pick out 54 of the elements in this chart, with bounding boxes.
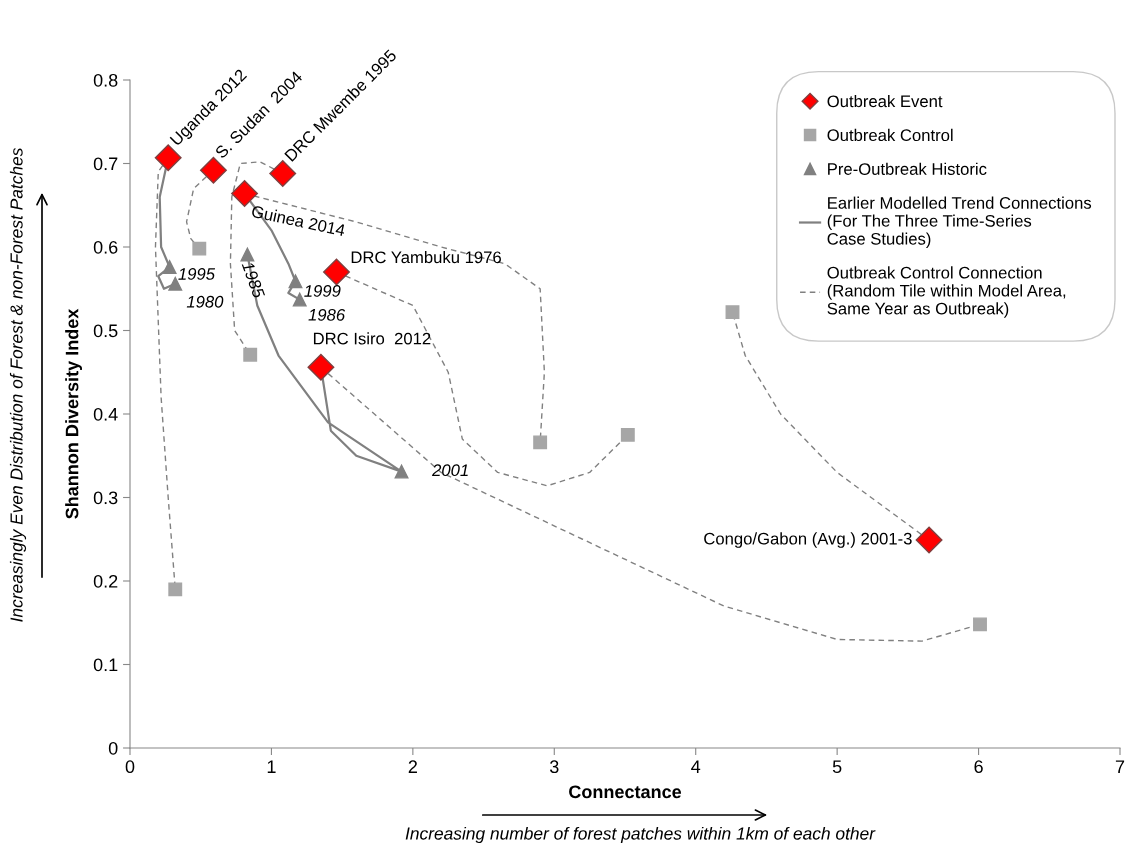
y-tick-label: 0.1 bbox=[93, 658, 118, 672]
y-tick-label: 0.6 bbox=[93, 240, 118, 254]
y-tick-label: 0.8 bbox=[93, 73, 118, 87]
text: Increasing number of forest patches within 1km of each other bbox=[405, 826, 876, 844]
point bbox=[168, 582, 183, 597]
annotation: 1995 bbox=[178, 268, 216, 280]
y-axis-title: Shannon Diversity Index bbox=[65, 308, 82, 519]
legend-label: Pre-Outbreak Historic bbox=[828, 162, 987, 175]
y-tick-label: 0.2 bbox=[93, 574, 118, 588]
annotation: 1986 bbox=[308, 308, 346, 321]
annotation: 2001 bbox=[432, 464, 468, 477]
y-tick-label: 0.7 bbox=[93, 157, 118, 171]
point bbox=[199, 156, 227, 184]
legend-label: Outbreak Event bbox=[827, 94, 943, 108]
legend-label: Outbreak Control Connection (Random Tile within Model Area, Same Year as Outbreak) bbox=[827, 266, 1066, 318]
point bbox=[288, 274, 303, 289]
annotation: Congo/Gabon (Avg.) 2001-3 bbox=[704, 532, 912, 548]
text: Increasingly Even Distribution of Forest & non-Forest Patches bbox=[9, 147, 27, 622]
x-tick-label: 0 bbox=[125, 760, 135, 774]
point bbox=[243, 347, 258, 362]
annotation: 1985 bbox=[241, 260, 266, 300]
point bbox=[269, 160, 297, 187]
x-tick-label: 6 bbox=[974, 760, 983, 774]
point bbox=[323, 258, 350, 286]
point bbox=[307, 353, 335, 381]
y-tick-label: 0.3 bbox=[93, 491, 118, 505]
annotation: 1999 bbox=[304, 285, 341, 297]
point bbox=[973, 617, 987, 632]
y-tick-label: 0.4 bbox=[93, 407, 118, 421]
y-tick-label: 0 bbox=[108, 741, 118, 755]
y-tick-label: 0.5 bbox=[93, 324, 118, 338]
x-tick-label: 3 bbox=[549, 760, 559, 774]
annotation: Guinea 2014 bbox=[251, 204, 346, 237]
point bbox=[154, 144, 182, 172]
annotation: 1980 bbox=[186, 295, 224, 308]
x-tick-label: 7 bbox=[1115, 760, 1125, 773]
legend-label: Outbreak Control bbox=[827, 128, 953, 142]
point bbox=[620, 427, 635, 442]
point bbox=[394, 464, 409, 479]
point bbox=[240, 247, 255, 262]
annotation: DRC Yambuku 1976 bbox=[351, 250, 501, 264]
point bbox=[915, 526, 943, 554]
point bbox=[533, 435, 548, 450]
point bbox=[725, 305, 740, 320]
point bbox=[162, 260, 177, 274]
x-tick-label: 2 bbox=[408, 760, 417, 773]
point bbox=[192, 241, 207, 256]
x-tick-label: 5 bbox=[832, 760, 842, 774]
x-axis-title: Connectance bbox=[569, 785, 682, 799]
annotation: DRC Isiro 2012 bbox=[313, 332, 431, 345]
x-tick-label: 1 bbox=[267, 760, 276, 773]
point bbox=[231, 180, 259, 208]
x-tick-label: 4 bbox=[691, 760, 701, 773]
legend-label: Earlier Modelled Trend Connections (For The Three Time-Series Case Studies) bbox=[827, 196, 1092, 249]
